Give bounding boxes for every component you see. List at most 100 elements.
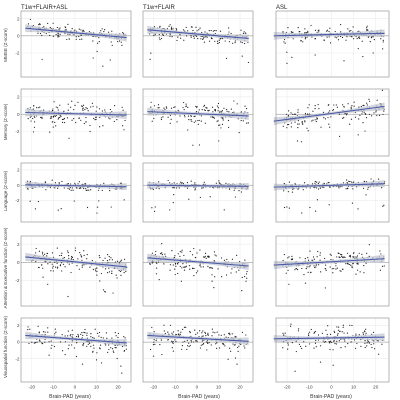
data-point xyxy=(39,32,42,35)
data-point xyxy=(206,349,208,351)
data-point xyxy=(69,187,71,189)
data-point xyxy=(223,334,225,336)
data-point xyxy=(38,332,40,334)
data-point xyxy=(149,262,151,265)
data-point xyxy=(363,330,366,332)
data-point xyxy=(345,114,348,116)
data-point xyxy=(188,119,190,121)
data-point xyxy=(342,104,344,106)
data-point xyxy=(103,182,105,184)
data-point xyxy=(221,123,224,125)
data-point xyxy=(87,110,89,112)
data-point xyxy=(318,31,320,33)
data-point xyxy=(42,267,44,269)
data-point xyxy=(288,123,290,126)
data-point xyxy=(86,332,88,334)
data-point xyxy=(69,33,71,35)
data-point xyxy=(156,262,158,265)
data-point xyxy=(86,107,88,110)
data-point xyxy=(333,341,335,343)
data-point xyxy=(335,343,338,345)
data-point xyxy=(282,31,284,33)
data-point xyxy=(164,332,166,335)
data-point xyxy=(241,331,244,333)
data-point xyxy=(287,344,289,346)
row-label-visuospatial: Visuospatial function (Z-score) xyxy=(3,316,8,378)
data-point xyxy=(366,25,368,27)
data-point xyxy=(319,259,321,261)
data-point xyxy=(81,332,83,334)
data-point xyxy=(161,254,163,256)
data-point xyxy=(314,180,316,183)
data-point xyxy=(64,353,66,356)
data-point xyxy=(352,38,355,40)
data-point xyxy=(109,190,111,192)
data-point xyxy=(354,256,356,258)
data-point xyxy=(297,330,300,332)
data-point xyxy=(107,31,110,33)
data-point xyxy=(236,363,238,365)
data-point xyxy=(89,130,91,133)
data-point xyxy=(176,333,178,336)
panel-memory-col3 xyxy=(273,88,390,157)
data-point xyxy=(39,106,41,108)
data-point xyxy=(201,109,203,111)
data-point xyxy=(238,345,240,347)
data-point xyxy=(102,337,104,339)
data-point xyxy=(55,331,57,333)
data-point xyxy=(235,336,237,338)
data-point xyxy=(62,257,64,259)
data-point xyxy=(77,335,80,337)
data-point xyxy=(342,117,344,119)
data-point xyxy=(357,208,359,210)
data-point xyxy=(370,36,373,38)
data-point xyxy=(83,264,85,266)
data-point xyxy=(303,182,306,184)
data-point xyxy=(209,196,211,198)
data-point xyxy=(199,249,201,251)
data-point xyxy=(189,344,191,347)
data-point xyxy=(82,108,84,110)
data-point xyxy=(96,50,98,53)
data-point xyxy=(313,332,315,334)
data-point xyxy=(312,119,314,121)
data-point xyxy=(317,250,319,253)
data-point xyxy=(359,114,361,116)
data-point xyxy=(110,206,112,208)
data-point xyxy=(370,343,372,346)
data-point xyxy=(57,36,59,38)
data-point xyxy=(73,118,75,120)
data-point xyxy=(313,265,315,267)
data-point xyxy=(340,270,342,272)
data-point xyxy=(77,183,79,185)
data-point xyxy=(83,250,85,252)
data-point xyxy=(367,29,369,31)
data-point xyxy=(238,260,241,263)
data-point xyxy=(338,256,340,258)
data-point xyxy=(153,105,156,107)
data-point xyxy=(356,342,358,345)
data-point xyxy=(108,256,110,258)
data-point xyxy=(356,262,358,265)
data-point xyxy=(101,110,103,112)
data-point xyxy=(355,35,357,38)
data-point xyxy=(200,38,202,40)
data-point xyxy=(296,140,299,142)
data-point xyxy=(339,270,341,272)
data-point xyxy=(302,189,304,191)
data-point xyxy=(29,116,31,118)
data-point xyxy=(339,330,341,333)
data-point xyxy=(217,102,220,105)
data-point xyxy=(51,252,54,254)
data-point xyxy=(72,334,74,336)
data-point xyxy=(221,343,224,345)
data-point xyxy=(183,326,186,328)
data-point xyxy=(304,120,306,122)
data-point xyxy=(357,48,359,50)
panel-attention-col3 xyxy=(273,235,390,307)
data-point xyxy=(356,255,359,257)
data-point xyxy=(47,327,49,329)
data-point xyxy=(314,105,316,107)
data-point xyxy=(204,122,206,124)
data-point xyxy=(237,350,239,352)
